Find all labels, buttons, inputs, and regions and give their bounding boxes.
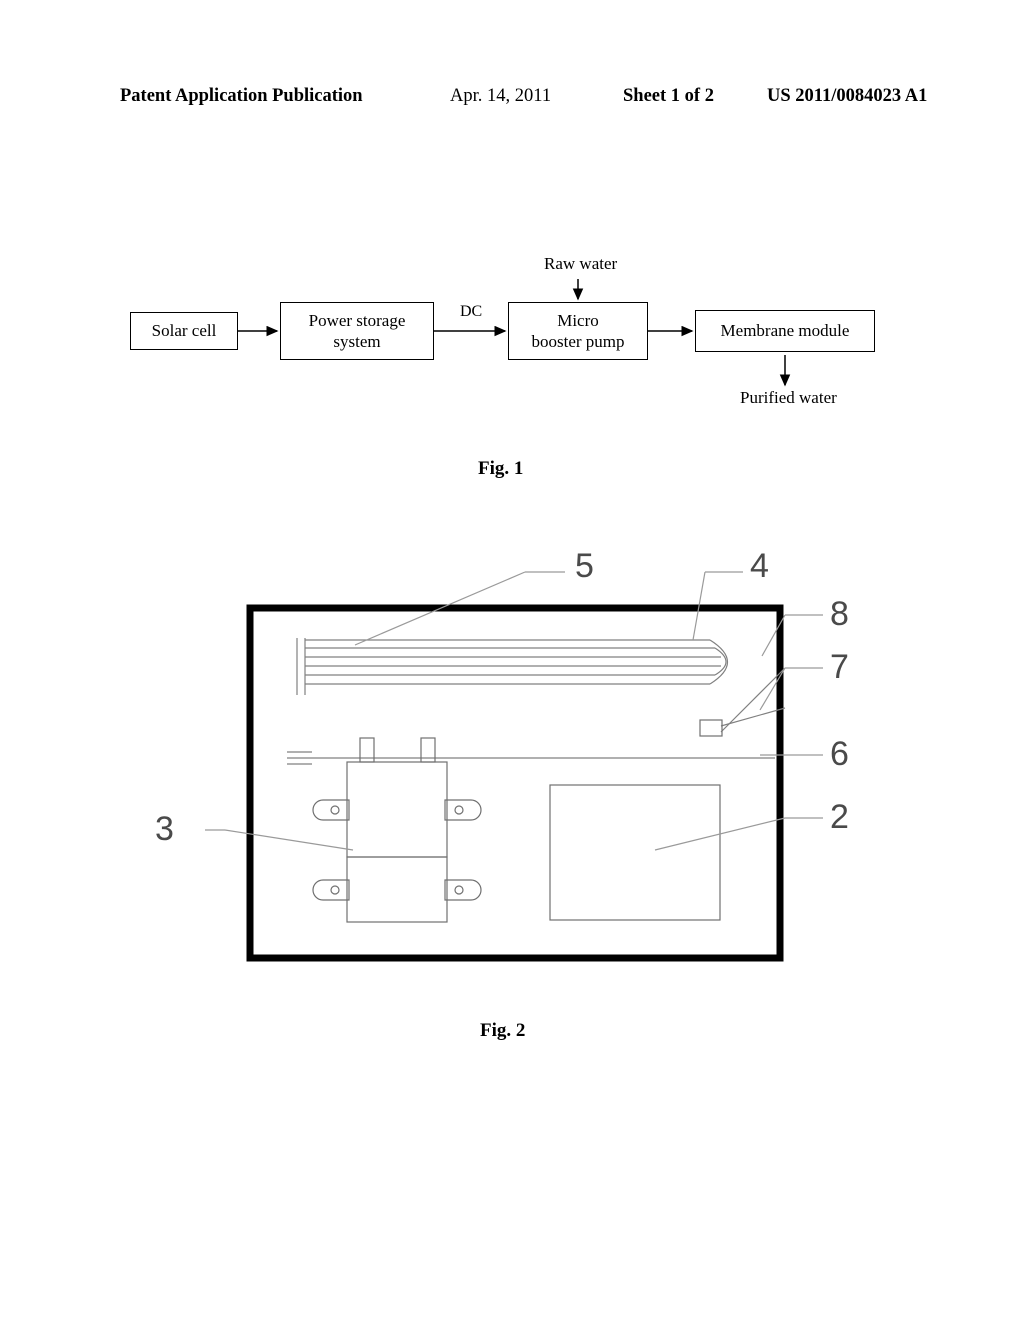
- header-publication-number: US 2011/0084023 A1: [767, 86, 927, 107]
- header-date: Apr. 14, 2011: [450, 86, 551, 107]
- figure-2-caption: Fig. 2: [480, 1020, 525, 1042]
- callout-4: 4: [750, 547, 769, 586]
- callout-7: 7: [830, 648, 849, 687]
- callout-6: 6: [830, 735, 849, 774]
- figure-2-drawing: [205, 560, 835, 990]
- figure-1: Raw water Solar cell Power storage syste…: [130, 250, 910, 430]
- patent-page: Patent Application Publication Apr. 14, …: [0, 0, 1024, 1320]
- figure-1-caption: Fig. 1: [478, 458, 523, 480]
- callout-8: 8: [830, 595, 849, 634]
- callout-5: 5: [575, 547, 594, 586]
- fig1-arrows: [130, 250, 910, 420]
- callout-3: 3: [155, 810, 174, 849]
- header-sheet-number: Sheet 1 of 2: [623, 86, 714, 107]
- header-publication-type: Patent Application Publication: [120, 86, 363, 107]
- figure-2: [205, 560, 835, 990]
- callout-2: 2: [830, 798, 849, 837]
